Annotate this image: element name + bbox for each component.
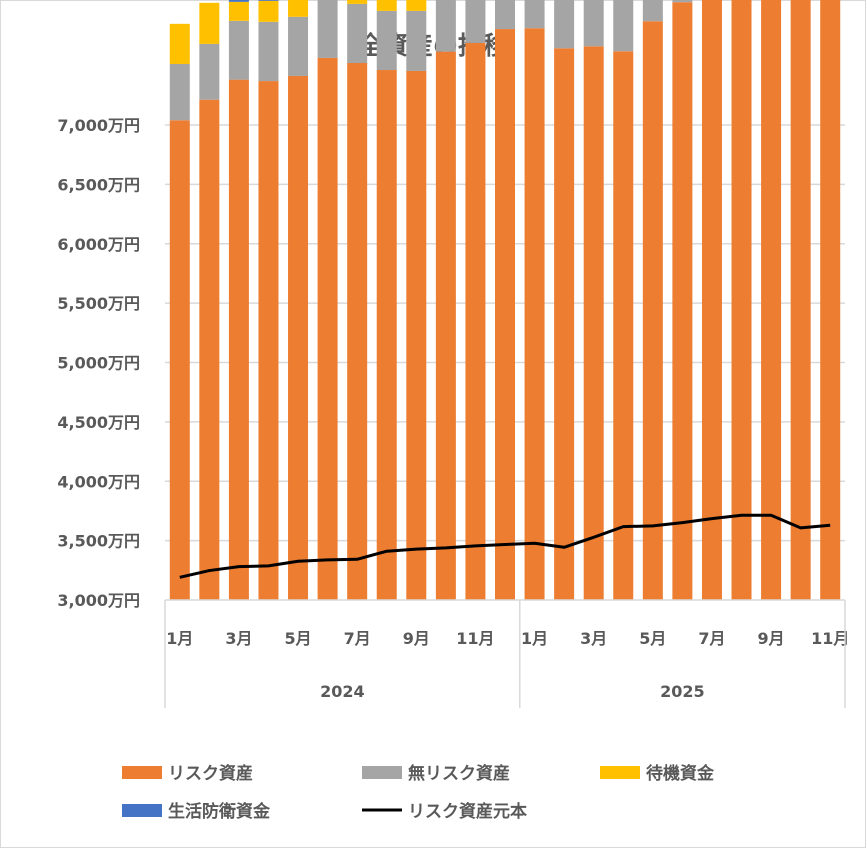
legend-label: 待機資金 <box>646 763 715 784</box>
bar-無リスク資産 <box>169 63 190 121</box>
bar-無リスク資産 <box>406 10 427 71</box>
legend-swatch <box>362 766 402 779</box>
y-tick-label: 3,500万円 <box>57 532 140 551</box>
bar-無リスク資産 <box>524 0 545 29</box>
legend-label: 無リスク資産 <box>408 763 510 784</box>
y-tick-label: 5,000万円 <box>57 354 140 373</box>
x-tick-label: 3月 <box>225 629 252 648</box>
legend-label: リスク資産 <box>168 763 253 784</box>
bar-リスク資産 <box>554 48 575 601</box>
bar-リスク資産 <box>347 63 368 600</box>
bar-リスク資産 <box>288 75 309 601</box>
bar-リスク資産 <box>701 0 722 600</box>
bar-無リスク資産 <box>435 0 456 52</box>
x-tick-label: 11月 <box>456 629 494 648</box>
y-tick-label: 5,500万円 <box>57 294 140 313</box>
legend-swatch <box>122 766 162 779</box>
x-tick-label: 3月 <box>580 629 607 648</box>
y-tick-label: 6,000万円 <box>57 235 140 254</box>
bar-無リスク資産 <box>347 3 368 64</box>
bar-リスク資産 <box>228 79 249 600</box>
x-tick-label: 1月 <box>166 629 193 648</box>
bar-無リスク資産 <box>199 43 220 100</box>
bar-無リスク資産 <box>228 20 249 80</box>
legend-item: 無リスク資産 <box>362 763 510 784</box>
y-tick-label: 4,500万円 <box>57 413 140 432</box>
y-tick-label: 4,000万円 <box>57 472 140 491</box>
bar-生活防衛資金 <box>258 0 279 1</box>
bar-リスク資産 <box>642 21 663 600</box>
bar-リスク資産 <box>820 0 841 600</box>
bar-無リスク資産 <box>317 0 338 58</box>
bar-リスク資産 <box>435 51 456 601</box>
bar-リスク資産 <box>258 81 279 600</box>
bar-無リスク資産 <box>554 0 575 49</box>
bar-リスク資産 <box>583 46 604 601</box>
bar-リスク資産 <box>376 70 397 601</box>
bar-無リスク資産 <box>376 10 397 71</box>
bar-待機資金 <box>199 2 220 44</box>
bar-無リスク資産 <box>583 0 604 47</box>
bar-待機資金 <box>376 0 397 11</box>
legend-item: リスク資産元本 <box>362 801 527 822</box>
x-tick-label: 11月 <box>811 629 849 648</box>
bar-無リスク資産 <box>465 0 486 43</box>
year-label: 2025 <box>660 682 705 701</box>
bar-リスク資産 <box>169 120 190 600</box>
x-tick-label: 9月 <box>758 629 785 648</box>
bar-待機資金 <box>169 23 190 64</box>
x-tick-label: 9月 <box>403 629 430 648</box>
bar-無リスク資産 <box>672 0 693 3</box>
legend-item: 生活防衛資金 <box>122 801 271 822</box>
y-tick-label: 7,000万円 <box>57 116 140 135</box>
bar-リスク資産 <box>495 29 515 601</box>
bar-リスク資産 <box>790 0 811 601</box>
bar-待機資金 <box>406 0 427 11</box>
x-tick-label: 5月 <box>284 629 311 648</box>
bar-リスク資産 <box>465 42 486 601</box>
bar-リスク資産 <box>731 0 752 600</box>
x-tick-label: 7月 <box>344 629 371 648</box>
bar-無リスク資産 <box>642 0 663 22</box>
x-tick-label: 5月 <box>639 629 666 648</box>
y-tick-label: 3,000万円 <box>57 591 140 610</box>
bar-生活防衛資金 <box>228 0 249 2</box>
legend-item: 待機資金 <box>600 763 715 784</box>
bar-リスク資産 <box>317 57 338 600</box>
bar-無リスク資産 <box>288 16 309 76</box>
line-リスク資産元本 <box>179 513 831 579</box>
y-tick-label: 6,500万円 <box>57 175 140 194</box>
bar-リスク資産 <box>761 0 782 601</box>
bar-リスク資産 <box>672 2 693 600</box>
bar-無リスク資産 <box>258 21 279 82</box>
x-tick-label: 7月 <box>698 629 725 648</box>
bar-リスク資産 <box>199 99 220 601</box>
legend-label: 生活防衛資金 <box>168 801 271 822</box>
bar-待機資金 <box>258 0 279 22</box>
bar-無リスク資産 <box>613 0 634 52</box>
year-label: 2024 <box>320 682 365 701</box>
legend-swatch <box>600 766 640 779</box>
legend-swatch <box>122 804 162 817</box>
bar-無リスク資産 <box>495 0 515 30</box>
bar-待機資金 <box>228 1 249 21</box>
bar-待機資金 <box>347 0 368 4</box>
bar-待機資金 <box>288 0 309 17</box>
bar-リスク資産 <box>524 28 545 600</box>
x-tick-label: 1月 <box>521 629 548 648</box>
legend-item: リスク資産 <box>122 763 253 784</box>
bar-リスク資産 <box>613 51 634 601</box>
legend-label: リスク資産元本 <box>408 801 527 822</box>
bar-リスク資産 <box>406 70 427 600</box>
